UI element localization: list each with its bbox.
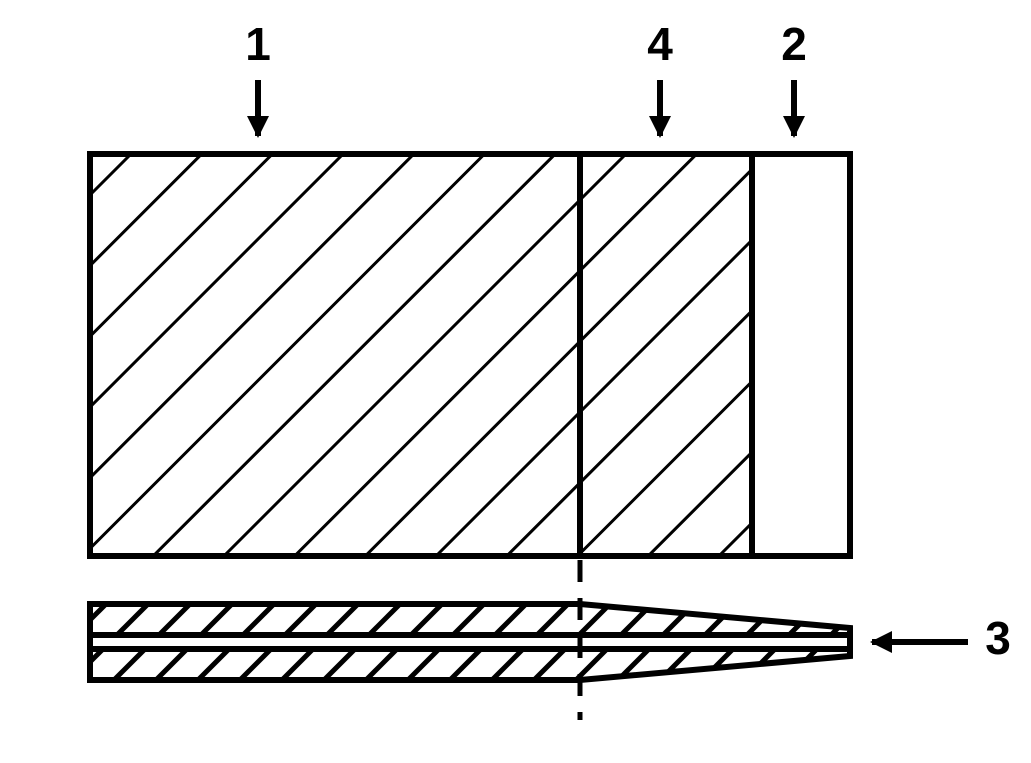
arrow-head-icon (247, 116, 269, 138)
label-1: 1 (245, 18, 271, 70)
arrow-head-icon (870, 631, 892, 653)
hatch-region-1 (90, 154, 580, 556)
hatch-region-2 (580, 154, 752, 556)
arrow-head-icon (649, 116, 671, 138)
label-3: 3 (985, 612, 1011, 664)
label-4: 4 (647, 18, 673, 70)
label-2: 2 (781, 18, 807, 70)
arrow-head-icon (783, 116, 805, 138)
